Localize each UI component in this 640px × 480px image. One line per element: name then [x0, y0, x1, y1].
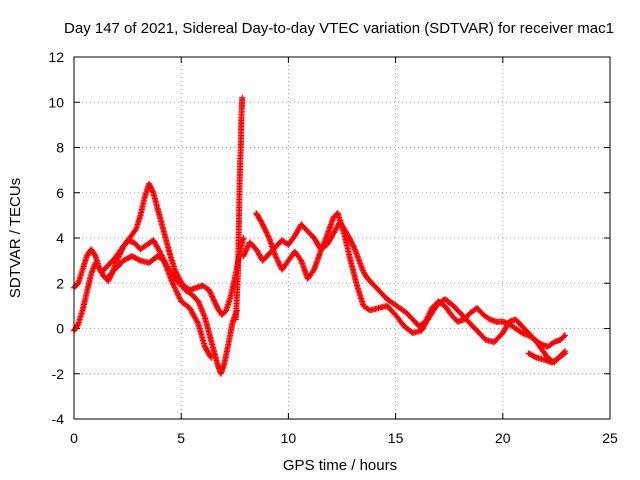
- data-point: [351, 245, 358, 252]
- data-point: [172, 285, 179, 292]
- y-tick-label: 2: [56, 275, 64, 291]
- data-point: [174, 291, 181, 298]
- chart-title: Day 147 of 2021, Sidereal Day-to-day VTE…: [64, 20, 614, 37]
- data-point: [174, 289, 181, 296]
- y-tick-label: -4: [52, 411, 65, 427]
- data-point: [264, 230, 271, 237]
- data-point: [156, 247, 163, 254]
- data-point: [240, 235, 247, 241]
- data-point: [169, 280, 176, 287]
- data-point: [263, 229, 270, 236]
- data-point: [560, 333, 567, 340]
- data-point: [241, 251, 248, 258]
- plot-frame: [73, 56, 611, 420]
- data-point: [242, 247, 249, 254]
- data-point: [91, 251, 98, 258]
- data-point: [274, 257, 281, 264]
- data-point: [262, 226, 269, 233]
- y-tick-label: 8: [56, 140, 64, 156]
- data-point: [243, 246, 250, 253]
- x-tick-label: 10: [281, 430, 297, 446]
- data-point: [242, 249, 249, 256]
- x-tick-label: 15: [388, 430, 404, 446]
- data-point: [170, 281, 177, 288]
- x-axis-label: GPS time / hours: [283, 457, 397, 474]
- data-point: [170, 283, 177, 290]
- data-point: [258, 220, 265, 227]
- data-point: [240, 253, 247, 260]
- data-point: [149, 188, 156, 195]
- data-point: [276, 261, 283, 268]
- data-point: [561, 350, 568, 357]
- y-tick-label: 4: [56, 230, 64, 246]
- data-point: [261, 225, 268, 232]
- data-point: [176, 294, 183, 301]
- data-point: [275, 258, 282, 265]
- x-tick-labels: 0 5 10 15 20 25: [70, 430, 618, 446]
- y-tick-label: 10: [48, 94, 64, 110]
- data-point: [74, 322, 81, 329]
- data-point: [239, 94, 246, 101]
- x-tick-label: 5: [177, 430, 185, 446]
- data-point: [560, 351, 567, 358]
- data-point: [244, 243, 251, 250]
- y-tick-label: 0: [56, 321, 64, 337]
- data-point: [272, 253, 279, 260]
- grid-lines: [74, 57, 610, 419]
- y-tick-label: -2: [52, 366, 65, 382]
- data-point: [265, 233, 272, 240]
- data-point: [132, 227, 139, 234]
- y-tick-labels: -4 -2 0 2 4 6 8 10 12: [48, 49, 64, 427]
- data-point: [262, 228, 269, 235]
- data-point: [260, 224, 267, 231]
- data-point: [241, 250, 248, 257]
- data-point: [275, 259, 282, 266]
- y-axis-label: SDTVAR / TECUs: [7, 178, 24, 298]
- data-point: [176, 295, 183, 302]
- data-point: [136, 256, 143, 263]
- data-points: [71, 94, 568, 377]
- data-point: [273, 254, 280, 261]
- data-point: [264, 232, 271, 239]
- data-point: [194, 319, 201, 326]
- data-point: [273, 255, 280, 262]
- x-tick-label: 25: [602, 430, 618, 446]
- data-point: [561, 332, 568, 339]
- data-point: [175, 292, 182, 299]
- y-tick-label: 6: [56, 185, 64, 201]
- data-point: [532, 354, 539, 361]
- data-point: [171, 284, 178, 291]
- data-point: [173, 288, 180, 295]
- data-point: [208, 354, 215, 361]
- data-point: [207, 353, 214, 360]
- x-tick-label: 20: [495, 430, 511, 446]
- y-tick-label: 12: [48, 49, 64, 65]
- data-point: [259, 221, 266, 228]
- data-point: [172, 287, 179, 294]
- data-point: [244, 244, 251, 251]
- data-point: [156, 248, 163, 255]
- data-point: [260, 222, 267, 229]
- x-tick-label: 0: [70, 430, 78, 446]
